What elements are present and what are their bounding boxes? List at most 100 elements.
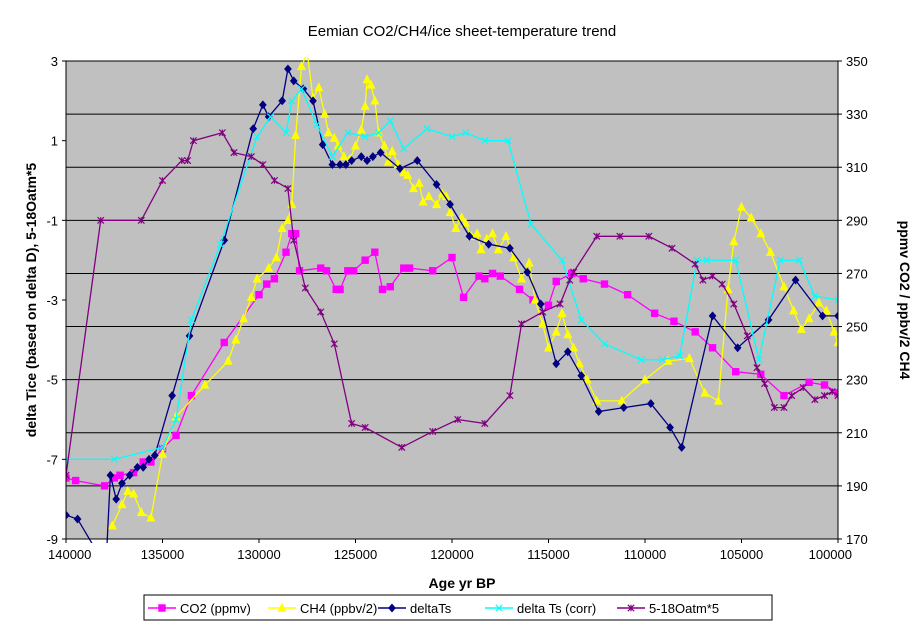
data-point: [200, 379, 210, 389]
data-point: [504, 137, 512, 145]
data-point: [746, 212, 756, 222]
data-point: [282, 248, 290, 256]
data-point: [780, 391, 788, 400]
legend-marker: [158, 604, 166, 612]
data-point: [646, 399, 655, 409]
data-point: [318, 140, 327, 150]
data-point: [527, 220, 535, 228]
data-point: [788, 391, 796, 400]
data-point: [398, 443, 406, 452]
data-point: [252, 273, 262, 283]
data-point: [755, 356, 763, 364]
data-point: [670, 317, 678, 325]
series-2: [66, 64, 838, 543]
data-point: [699, 276, 707, 284]
data-point: [461, 129, 470, 137]
y-axis-right-label: ppmv CO2 / ppbv/2 CH4: [897, 221, 913, 380]
data-point: [400, 145, 408, 153]
data-point: [574, 358, 584, 368]
data-point: [386, 117, 394, 125]
data-point: [730, 300, 738, 308]
data-point: [118, 478, 126, 488]
data-point: [619, 403, 628, 413]
data-point: [317, 308, 325, 316]
data-point: [684, 353, 694, 363]
y-right-tick-label: 210: [846, 426, 868, 441]
data-point: [539, 308, 547, 316]
x-tick-label: 100000: [809, 547, 852, 562]
legend-label: 5-18Oatm*5: [649, 601, 719, 616]
data-point: [493, 244, 503, 254]
data-point: [457, 212, 467, 222]
data-point: [834, 296, 838, 304]
data-point: [616, 232, 624, 240]
data-point: [129, 488, 139, 498]
plot-area: [65, 60, 839, 540]
data-point: [713, 395, 723, 405]
data-point: [733, 343, 742, 353]
data-point: [304, 49, 311, 56]
data-point: [371, 248, 379, 256]
data-point: [259, 160, 267, 169]
y-right-tick-label: 290: [846, 213, 868, 228]
data-point: [288, 97, 296, 105]
data-point: [805, 378, 813, 387]
data-point: [314, 82, 324, 92]
data-point: [423, 125, 431, 133]
data-point: [366, 79, 376, 89]
data-point: [322, 267, 331, 275]
x-tick-label: 110000: [624, 547, 666, 562]
data-point: [623, 290, 632, 299]
data-point: [593, 232, 601, 240]
data-point: [764, 315, 773, 325]
data-point: [357, 152, 366, 162]
data-point: [600, 340, 609, 348]
data-point: [341, 160, 350, 170]
data-point: [556, 300, 564, 308]
data-point: [220, 338, 228, 347]
data-point: [150, 450, 159, 460]
y-left-tick-label: 3: [51, 54, 58, 69]
data-point: [732, 256, 740, 264]
data-point: [239, 313, 249, 323]
data-point: [361, 423, 369, 432]
y-left-tick-label: -5: [46, 373, 58, 388]
data-point: [328, 160, 337, 170]
data-point: [465, 231, 474, 241]
data-point: [454, 415, 462, 424]
data-point: [544, 301, 553, 310]
data-point: [97, 216, 105, 224]
data-point: [383, 156, 393, 166]
series-line: [66, 232, 838, 487]
data-point: [296, 60, 306, 71]
data-point: [336, 160, 344, 170]
data-point: [136, 507, 146, 517]
data-point: [183, 156, 192, 165]
data-point: [517, 320, 526, 328]
data-point: [563, 329, 573, 339]
data-point: [107, 520, 117, 530]
data-point: [432, 180, 441, 189]
data-point: [106, 470, 115, 480]
data-point: [249, 124, 258, 134]
data-point: [291, 130, 301, 140]
data-point: [313, 121, 321, 129]
data-point: [399, 167, 409, 177]
data-point: [320, 108, 330, 118]
data-point: [168, 391, 177, 401]
data-point: [246, 292, 256, 302]
data-point: [476, 244, 486, 254]
data-point: [230, 148, 238, 157]
data-point: [538, 318, 548, 328]
series-line: [66, 87, 838, 460]
x-axis-label: Age yr BP: [429, 575, 496, 591]
data-point: [488, 228, 498, 238]
legend-marker: [627, 604, 635, 612]
legend-marker: [277, 602, 287, 612]
data-point: [247, 152, 255, 161]
data-point: [524, 257, 534, 267]
data-point: [736, 201, 747, 211]
y-left-tick-label: -7: [46, 452, 58, 467]
data-point: [552, 359, 561, 369]
data-point: [270, 176, 279, 185]
